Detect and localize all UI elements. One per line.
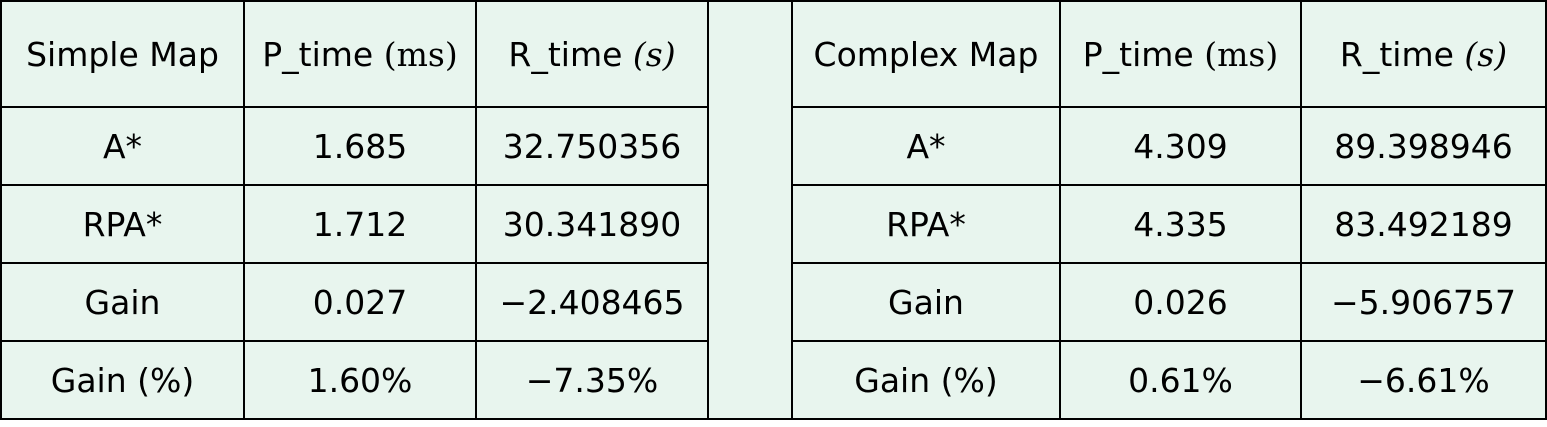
table-row: Gain (%) 1.60% −7.35% Gain (%) 0.61% −6.…	[0, 340, 1547, 420]
complex-r-time-header: R_time (s)	[1300, 0, 1547, 108]
simple-r-time-cell: 32.750356	[475, 106, 709, 186]
simple-r-time-cell: −2.408465	[475, 262, 709, 342]
complex-p-time-cell: 0.026	[1059, 262, 1302, 342]
simple-row-label: Gain (%)	[0, 340, 245, 420]
complex-p-time-cell: 0.61%	[1059, 340, 1302, 420]
complex-map-header: Complex Map	[791, 0, 1061, 108]
simple-r-time-header: R_time (s)	[475, 0, 709, 108]
simple-r-time-cell: 30.341890	[475, 184, 709, 264]
simple-row-label: RPA*	[0, 184, 245, 264]
complex-p-time-cell: 4.335	[1059, 184, 1302, 264]
simple-p-time-cell: 1.60%	[243, 340, 477, 420]
simple-r-time-cell: −7.35%	[475, 340, 709, 420]
table-row: RPA* 1.712 30.341890 RPA* 4.335 83.49218…	[0, 184, 1547, 264]
simple-row-label: A*	[0, 106, 245, 186]
simple-map-header: Simple Map	[0, 0, 245, 108]
simple-p-time-cell: 1.712	[243, 184, 477, 264]
table-row: A* 1.685 32.750356 A* 4.309 89.398946	[0, 106, 1547, 186]
table-row: Gain 0.027 −2.408465 Gain 0.026 −5.90675…	[0, 262, 1547, 342]
complex-row-label: RPA*	[791, 184, 1061, 264]
simple-row-label: Gain	[0, 262, 245, 342]
complex-r-time-cell: 89.398946	[1300, 106, 1547, 186]
complex-p-time-cell: 4.309	[1059, 106, 1302, 186]
complex-row-label: Gain	[791, 262, 1061, 342]
complex-r-time-cell: −5.906757	[1300, 262, 1547, 342]
complex-row-label: A*	[791, 106, 1061, 186]
simple-p-time-cell: 1.685	[243, 106, 477, 186]
complex-r-time-cell: 83.492189	[1300, 184, 1547, 264]
complex-p-time-header: P_time (ms)	[1059, 0, 1302, 108]
complex-r-time-cell: −6.61%	[1300, 340, 1547, 420]
separator-column	[707, 0, 793, 420]
simple-p-time-header: P_time (ms)	[243, 0, 477, 108]
simple-p-time-cell: 0.027	[243, 262, 477, 342]
complex-row-label: Gain (%)	[791, 340, 1061, 420]
